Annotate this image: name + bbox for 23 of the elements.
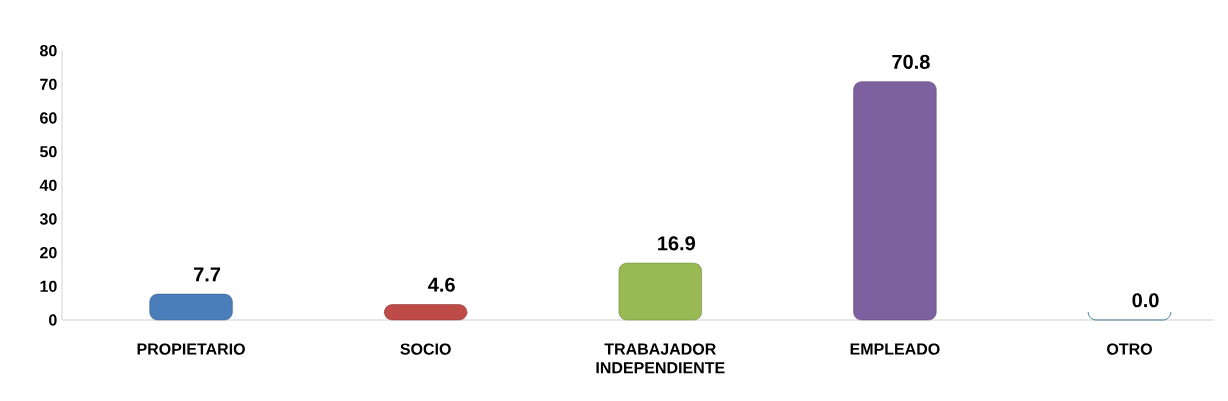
x-tick-label: EMPLEADO <box>850 343 940 355</box>
data-label: 4.6 <box>428 277 455 292</box>
y-tick-label: 80 <box>40 45 57 57</box>
bar <box>853 81 937 321</box>
x-tick-label: TRABAJADOR INDEPENDIENTE <box>596 343 725 374</box>
x-tick-label: SOCIO <box>400 343 451 355</box>
y-tick-label: 60 <box>40 112 57 124</box>
y-tick-label: 0 <box>49 314 57 326</box>
y-tick-label: 70 <box>40 78 57 90</box>
data-label: 16.9 <box>658 236 696 251</box>
data-label: 0.0 <box>1132 293 1159 308</box>
bar <box>618 262 702 321</box>
y-tick-label: 30 <box>39 213 57 225</box>
bar <box>384 304 468 321</box>
data-label: 70.8 <box>892 54 930 69</box>
data-label: 7.7 <box>194 267 221 282</box>
x-tick-label: PROPIETARIO <box>137 343 245 355</box>
bar <box>149 293 233 321</box>
x-tick-label: OTRO <box>1107 343 1152 355</box>
y-tick-label: 10 <box>40 280 57 292</box>
y-tick-label: 40 <box>39 179 57 191</box>
y-tick-label: 20 <box>40 247 57 259</box>
y-tick-label: 50 <box>40 146 57 158</box>
